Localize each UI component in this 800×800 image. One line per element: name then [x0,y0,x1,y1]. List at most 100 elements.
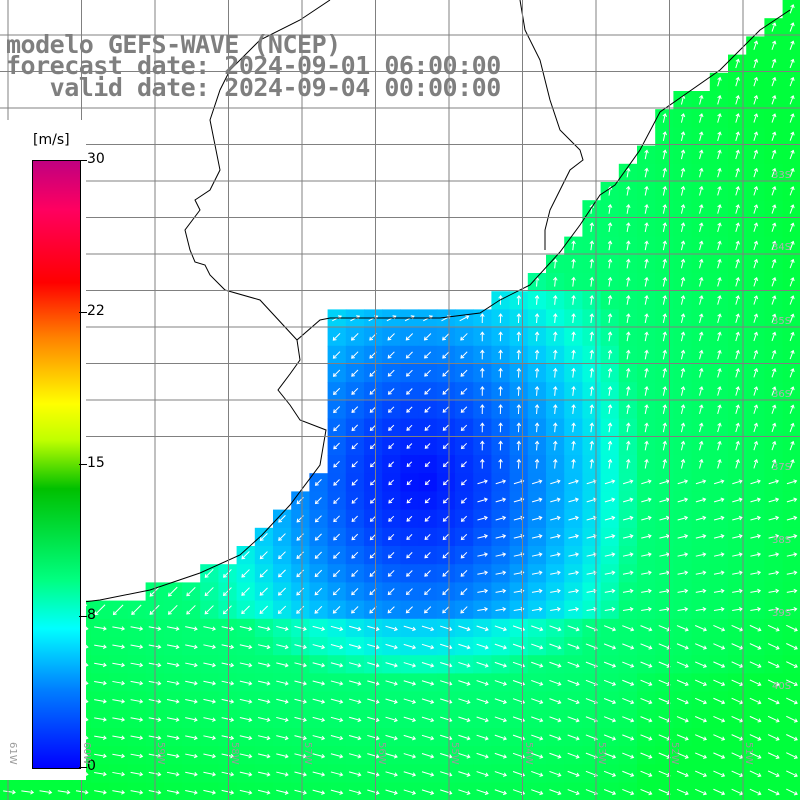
wind-arrow [278,551,286,559]
wind-arrow-head [644,240,649,245]
wind-arrow [351,333,359,341]
wind-arrow [626,222,630,233]
wind-arrow-head [121,699,126,704]
wind-arrow [460,369,468,377]
wind-arrow [786,697,798,704]
wind-arrow-head [607,331,613,336]
wind-arrow-head [772,240,777,245]
wind-arrow-head [460,536,465,541]
wind-arrow [458,716,470,722]
wind-arrow [112,735,125,739]
wind-arrow [276,625,289,630]
wind-arrow-head [296,536,301,541]
wind-arrow [531,608,542,611]
wind-arrow [771,22,776,32]
wind-arrow-head [662,258,668,263]
wind-arrow-head [717,331,722,336]
wind-arrow-head [167,610,172,615]
wind-arrow [388,533,395,540]
wind-arrow [586,498,597,503]
wind-arrow [348,662,361,667]
wind-arrow [221,789,234,794]
wind-arrow [768,590,779,593]
wind-arrow-head [351,481,356,486]
wind-arrow [662,222,666,233]
wind-arrow [662,204,666,214]
wind-arrow-head [502,479,507,484]
wind-arrow [640,770,652,777]
lon-label: 54W [523,742,534,765]
wind-arrow-head [680,185,686,190]
wind-arrow-head [648,627,653,632]
wind-arrow-head [721,663,726,668]
wind-arrow-head [790,277,795,282]
wind-arrow-head [516,440,522,445]
wind-arrow-head [516,367,522,372]
wind-arrow [112,717,125,721]
wind-arrow [221,753,234,758]
wind-arrow [223,587,232,596]
wind-arrow-head [223,573,227,578]
wind-arrow-head [553,440,558,445]
wind-arrow [750,571,761,575]
wind-arrow-head [720,479,725,484]
wind-arrow [622,571,633,575]
wind-arrow [626,277,630,287]
wind-arrow [786,516,797,521]
wind-arrow-head [66,790,71,795]
wind-arrow [713,734,725,740]
wind-arrow-head [575,754,580,759]
wind-arrow [768,498,779,503]
wind-arrow [732,571,743,575]
wind-arrow-head [121,790,126,795]
wind-arrow [554,350,557,360]
wind-arrow-head [222,610,227,615]
wind-arrow [367,625,380,631]
wind-arrow-head [684,736,689,741]
wind-arrow-head [423,336,428,341]
wind-arrow-head [575,699,580,705]
border-line [519,0,584,250]
wind-arrow-head [175,680,180,686]
wind-arrow-head [757,588,762,594]
wind-arrow [94,753,107,757]
wind-arrow-head [699,276,704,281]
wind-arrow [166,790,179,794]
wind-arrow [626,404,630,415]
wind-arrow-head [699,440,704,445]
wind-arrow [330,789,343,794]
wind-arrow-head [157,626,162,631]
wind-arrow [771,241,776,251]
wind-arrow [680,95,685,105]
wind-arrow-head [412,772,417,777]
wind-arrow-head [357,717,362,723]
wind-arrow-head [662,386,668,391]
wind-arrow-head [375,663,380,668]
wind-arrow-head [647,515,652,521]
wind-arrow [388,515,395,522]
wind-arrow-head [248,790,253,795]
wind-arrow-head [424,609,428,614]
wind-arrow [312,716,325,721]
wind-arrow-head [351,391,356,395]
wind-arrow [753,386,758,396]
wind-arrow-head [793,479,798,484]
wind-arrow-head [351,536,356,541]
wind-arrow [351,551,359,559]
wind-arrow [461,442,468,449]
wind-arrow [494,661,507,667]
wind-arrow-head [406,463,411,467]
wind-arrow-head [430,717,435,723]
wind-arrow-head [756,497,761,502]
wind-arrow-head [790,404,795,409]
wind-arrow [403,698,416,703]
wind-arrow-head [534,422,540,427]
wind-arrow-head [480,458,485,463]
wind-arrow-head [699,367,704,372]
wind-arrow [330,625,343,630]
wind-arrow [549,643,561,649]
wind-arrow [572,259,575,269]
wind-arrow [735,259,739,269]
wind-arrow [406,461,413,467]
wind-arrow [622,498,633,503]
